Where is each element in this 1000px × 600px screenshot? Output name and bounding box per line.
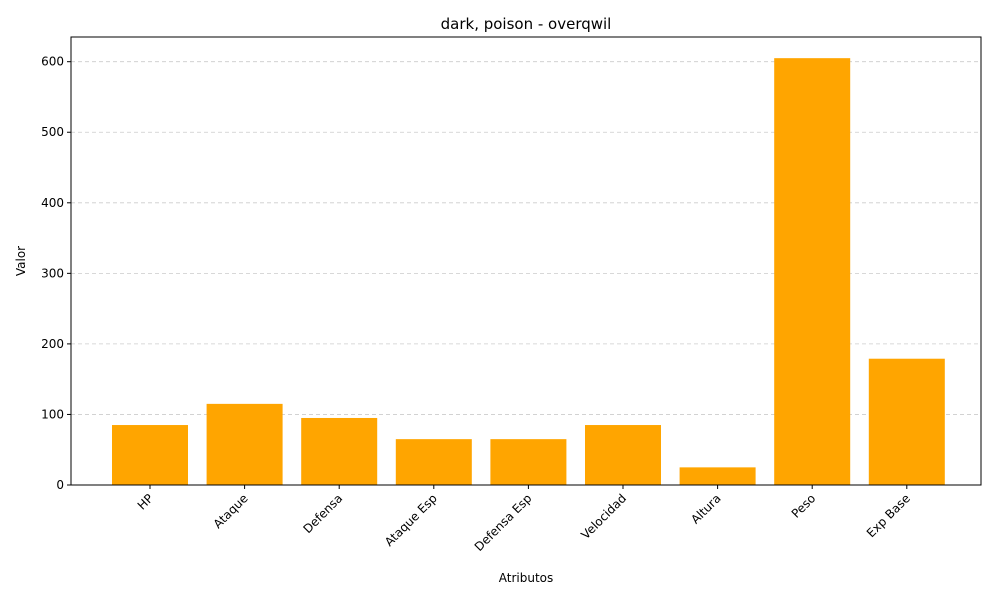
chart-title: dark, poison - overqwil <box>441 15 612 33</box>
y-tick-label: 500 <box>41 125 64 139</box>
y-axis-title: Valor <box>14 246 28 276</box>
x-tick-label: Defensa Esp <box>472 491 535 554</box>
bar-ataque <box>206 403 283 485</box>
bars <box>112 58 945 486</box>
x-tick-label: Altura <box>688 491 723 526</box>
bar-hp <box>112 425 188 485</box>
bar-peso <box>774 58 851 486</box>
bar-defensa-esp <box>490 439 567 485</box>
bar-ataque-esp <box>395 439 472 485</box>
x-tick-label: Defensa <box>300 491 345 536</box>
plot-frame <box>70 36 982 486</box>
x-tick-label: Peso <box>789 491 819 521</box>
y-axis-ticks: 0 100 200 300 400 500 600 <box>41 55 71 492</box>
x-tick-label: Exp Base <box>864 491 913 540</box>
x-axis-title: Atributos <box>499 571 554 585</box>
y-tick-label: 0 <box>56 478 64 492</box>
x-tick-label: Velocidad <box>578 491 629 542</box>
y-tick-label: 400 <box>41 196 64 210</box>
y-tick-label: 100 <box>41 407 64 421</box>
x-axis-ticks: HP Ataque Defensa Ataque Esp Defensa Esp Velo… <box>135 485 913 554</box>
bar-velocidad <box>585 425 661 485</box>
y-tick-label: 200 <box>41 337 64 351</box>
bar-altura <box>679 467 756 485</box>
bar-defensa <box>301 417 378 485</box>
x-tick-label: Ataque <box>211 491 251 531</box>
x-tick-label: Ataque Esp <box>382 491 440 549</box>
y-tick-label: 600 <box>41 55 64 69</box>
bar-exp-base <box>868 358 945 485</box>
x-tick-label: HP <box>135 491 156 512</box>
y-tick-label: 300 <box>41 266 64 280</box>
